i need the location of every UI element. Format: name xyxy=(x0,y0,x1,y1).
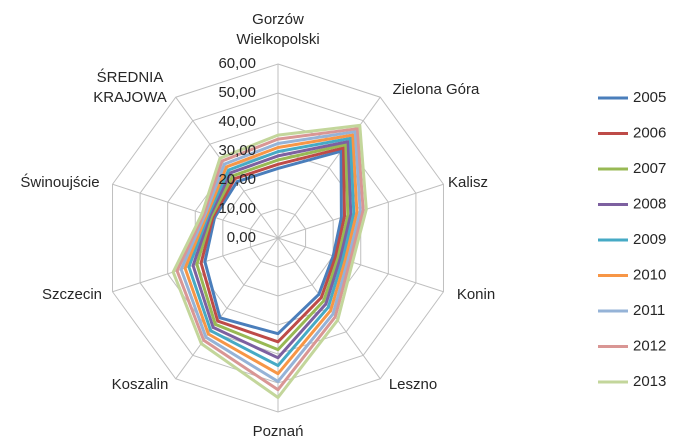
category-label: Leszno xyxy=(388,376,438,393)
series-line xyxy=(187,136,356,368)
legend-label: 2005 xyxy=(633,89,666,106)
tick-label: 60,00 xyxy=(218,55,256,72)
series-line xyxy=(175,127,365,392)
spoke xyxy=(112,237,279,293)
category-label: ŚREDNIA KRAJOWA xyxy=(93,69,167,106)
category-label: Szczecin xyxy=(41,286,103,303)
category-label: Gorzów Wielkopolski xyxy=(236,11,320,48)
category-label: Zielona Góra xyxy=(392,81,480,98)
category-label: Poznań xyxy=(252,423,304,440)
category-label: Koszalin xyxy=(111,376,169,393)
series-line xyxy=(203,149,343,336)
legend-label: 2010 xyxy=(633,266,666,283)
tick-label: 30,00 xyxy=(218,142,256,159)
category-label: Świnoujście xyxy=(20,174,100,191)
legend-label: 2007 xyxy=(633,160,666,177)
series-line xyxy=(199,146,346,344)
tick-label: 0,00 xyxy=(227,229,256,246)
category-label: Kalisz xyxy=(447,174,488,191)
legend-label: 2008 xyxy=(633,195,666,212)
spoke xyxy=(277,237,444,293)
series-line xyxy=(195,143,350,352)
category-label: Konin xyxy=(456,286,496,303)
spoke xyxy=(112,183,279,239)
spoke xyxy=(175,237,279,380)
series-line xyxy=(191,140,353,360)
legend-label: 2012 xyxy=(633,337,666,354)
spoke xyxy=(277,96,381,239)
legend-label: 2011 xyxy=(633,302,665,319)
tick-label: 10,00 xyxy=(218,200,256,217)
series-line xyxy=(183,133,359,376)
legend-label: 2009 xyxy=(633,231,666,248)
series-line xyxy=(171,123,368,399)
legend-label: 2013 xyxy=(633,373,666,390)
tick-label: 40,00 xyxy=(218,113,256,130)
tick-label: 20,00 xyxy=(218,171,256,188)
series-line xyxy=(179,130,362,383)
tick-label: 50,00 xyxy=(218,84,256,101)
legend-label: 2006 xyxy=(633,124,666,141)
